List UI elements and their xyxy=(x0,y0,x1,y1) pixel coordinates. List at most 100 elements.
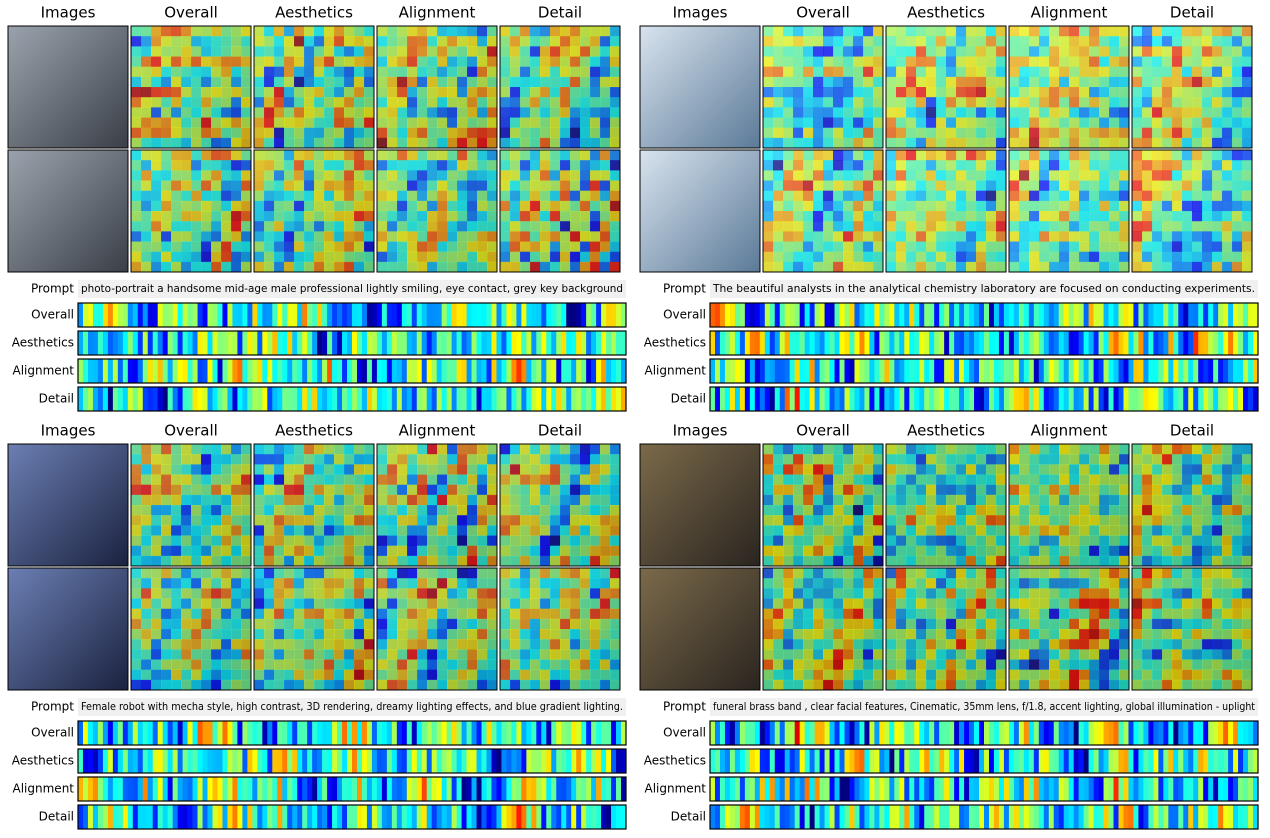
heatmap-cell xyxy=(221,201,231,211)
stripe xyxy=(1153,331,1158,355)
heatmap-cell xyxy=(600,170,610,180)
stripe xyxy=(272,303,277,327)
heatmap-cell xyxy=(181,599,191,609)
heatmap-cell xyxy=(304,107,314,117)
heatmap-cell xyxy=(1152,262,1162,272)
stripe xyxy=(362,303,367,327)
heatmap-cell xyxy=(427,160,437,170)
heatmap-cell xyxy=(843,67,853,77)
heatmap-cell xyxy=(427,138,437,148)
heatmap-cell xyxy=(833,515,843,525)
stripe xyxy=(989,303,994,327)
stripe xyxy=(1233,387,1238,411)
heatmap-cell xyxy=(956,231,966,241)
stripe xyxy=(1168,303,1173,327)
stripe xyxy=(467,721,472,745)
stripe xyxy=(1223,359,1228,383)
heatmap-cell xyxy=(264,525,274,535)
stripe xyxy=(1203,331,1208,355)
heatmap-cell xyxy=(530,170,540,180)
stripe xyxy=(989,359,994,383)
heatmap-cell xyxy=(813,444,823,454)
stripe xyxy=(1109,303,1114,327)
heatmap-cell xyxy=(477,454,487,464)
stripe xyxy=(571,749,576,773)
heatmap-cell xyxy=(520,546,530,556)
stripe xyxy=(292,749,297,773)
heatmap-cell xyxy=(520,138,530,148)
stripe xyxy=(297,805,302,829)
heatmap-cell xyxy=(487,670,497,680)
heatmap-cell xyxy=(407,454,417,464)
heatmap-cell xyxy=(294,221,304,231)
heatmap-cell xyxy=(241,515,251,525)
stripe xyxy=(262,721,267,745)
stripe xyxy=(123,331,128,355)
heatmap-cell xyxy=(141,150,151,160)
heatmap-cell xyxy=(1009,46,1019,56)
heatmap-cell xyxy=(906,201,916,211)
heatmap-cell xyxy=(487,252,497,262)
stripe xyxy=(551,749,556,773)
heatmap-cell xyxy=(254,118,264,128)
heatmap-cell xyxy=(1039,67,1049,77)
heatmap-cell xyxy=(477,578,487,588)
heatmap-cell xyxy=(1079,231,1089,241)
heatmap-cell xyxy=(141,619,151,629)
heatmap-cell xyxy=(510,619,520,629)
stripe xyxy=(462,331,467,355)
heatmap-cell xyxy=(550,107,560,117)
heatmap-cell xyxy=(457,556,467,566)
heatmap-cell xyxy=(1019,211,1029,221)
stripe xyxy=(452,303,457,327)
heatmap-cell xyxy=(467,525,477,535)
heatmap-cell xyxy=(161,649,171,659)
heatmap-cell xyxy=(510,57,520,67)
heatmap-cell xyxy=(284,57,294,67)
heatmap-cell xyxy=(181,588,191,598)
stripe xyxy=(1034,359,1039,383)
heatmap-cell xyxy=(131,67,141,77)
heatmap-cell xyxy=(487,619,497,629)
heatmap-cell xyxy=(324,46,334,56)
heatmap-cell xyxy=(377,464,387,474)
heatmap-cell xyxy=(221,107,231,117)
stripe xyxy=(317,749,322,773)
stripe xyxy=(462,387,467,411)
heatmap-cell xyxy=(1222,242,1232,252)
heatmap-cell xyxy=(397,77,407,87)
heatmap-cell xyxy=(457,138,467,148)
heatmap-cell xyxy=(477,231,487,241)
heatmap-cell xyxy=(510,36,520,46)
heatmap-cell xyxy=(843,36,853,46)
heatmap-cell xyxy=(254,515,264,525)
stripe xyxy=(78,721,83,745)
stripe xyxy=(148,749,153,773)
heatmap-cell xyxy=(241,211,251,221)
heatmap-cell xyxy=(477,150,487,160)
heatmap-cell xyxy=(181,670,191,680)
heatmap-cell xyxy=(1039,201,1049,211)
heatmap-cell xyxy=(1009,201,1019,211)
heatmap-cell xyxy=(477,26,487,36)
heatmap-cell xyxy=(1192,67,1202,77)
heatmap-cell xyxy=(387,588,397,598)
stripe xyxy=(899,387,904,411)
stripe xyxy=(720,303,725,327)
heatmap-cell xyxy=(843,87,853,97)
stripe xyxy=(302,805,307,829)
heatmap-cell xyxy=(457,221,467,231)
heatmap-cell xyxy=(201,262,211,272)
heatmap-cell xyxy=(241,252,251,262)
heatmap-cell xyxy=(427,150,437,160)
heatmap-cell xyxy=(274,505,284,515)
heatmap-cell xyxy=(324,67,334,77)
heatmap-cell xyxy=(1069,36,1079,46)
stripe xyxy=(287,331,292,355)
heatmap-cell xyxy=(457,485,467,495)
stripe xyxy=(780,331,785,355)
heatmap-cell xyxy=(763,201,773,211)
heatmap-cell xyxy=(304,191,314,201)
stripe xyxy=(327,749,332,773)
heatmap-cell xyxy=(467,649,477,659)
